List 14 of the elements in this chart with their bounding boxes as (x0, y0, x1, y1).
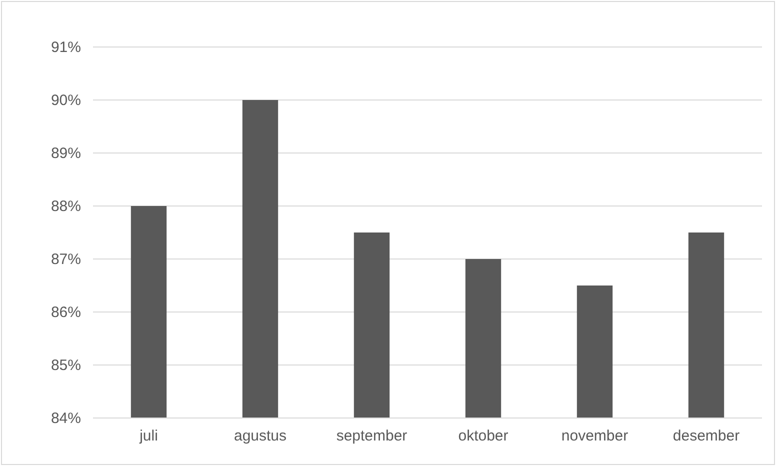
x-tick-label: juli (138, 428, 158, 445)
y-tick-label: 85% (50, 356, 81, 374)
y-tick-label: 91% (50, 38, 81, 56)
y-tick-label: 86% (50, 304, 81, 321)
x-tick-label: oktober (458, 428, 508, 445)
x-tick-label: november (561, 428, 628, 445)
y-tick-label: 87% (50, 250, 81, 268)
x-tick-label: september (336, 428, 408, 445)
y-tick-label: 88% (50, 198, 81, 215)
x-tick-label: agustus (234, 428, 287, 445)
y-tick-label: 90% (50, 92, 81, 109)
y-tick-label: 89% (50, 144, 81, 162)
x-tick-label: desember (672, 428, 740, 445)
y-tick-label: 84% (50, 410, 81, 427)
